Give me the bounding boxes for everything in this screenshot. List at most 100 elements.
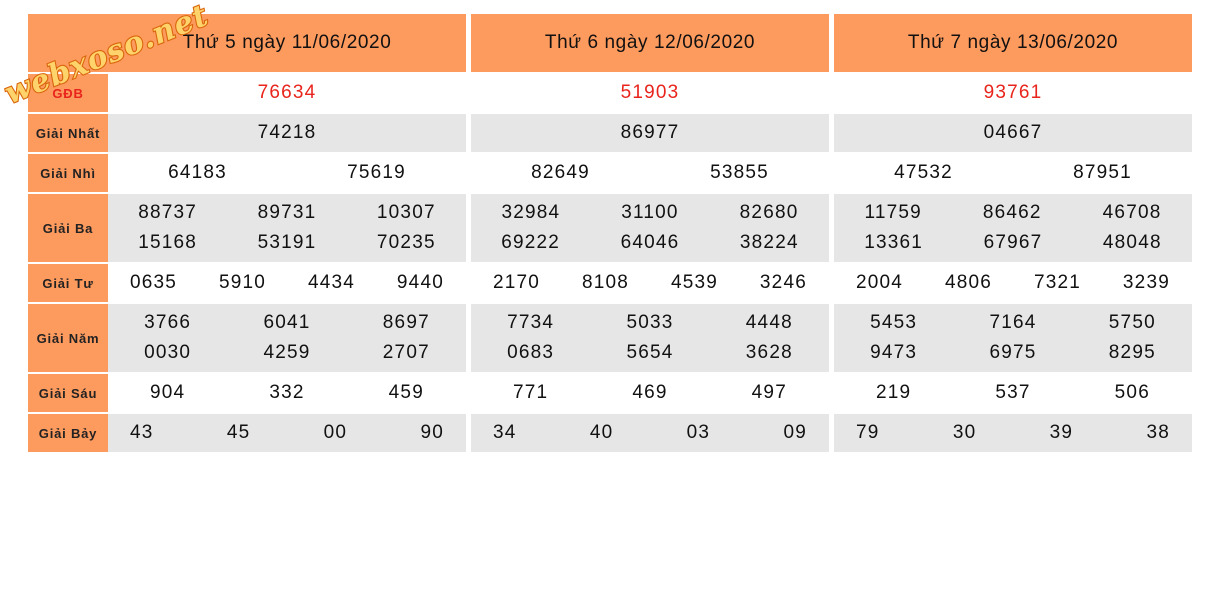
tu-number: 9440 xyxy=(396,272,444,293)
prize-tu-cell: 0635 5910 4434 9440 xyxy=(108,262,466,302)
ba-number: 86462 xyxy=(982,202,1042,223)
bay-number: 90 xyxy=(420,422,444,443)
sau-number: 219 xyxy=(876,382,912,403)
tu-number: 5910 xyxy=(218,272,267,293)
nam-number: 3628 xyxy=(745,342,793,363)
prize-tu-cell: 2170 8108 4539 3246 xyxy=(471,262,829,302)
bay-number: 09 xyxy=(783,422,807,443)
prize-nam-cell: 5453 7164 5750 9473 6975 8295 xyxy=(834,302,1192,372)
ba-number: 82680 xyxy=(739,202,799,223)
prize-nam-cell: 3766 6041 8697 0030 4259 2707 xyxy=(108,302,466,372)
prize-ba-cell: 32984 31100 82680 69222 64046 38224 xyxy=(471,192,829,262)
bay-number: 00 xyxy=(323,422,348,443)
bay-number: 38 xyxy=(1146,422,1170,443)
prize-bay-cell: 34 40 03 09 xyxy=(471,412,829,452)
day-title: Thứ 6 ngày 12/06/2020 xyxy=(471,14,829,72)
day-column-thu-7: Thứ 7 ngày 13/06/2020 93761 04667 47532 … xyxy=(834,14,1192,452)
nam-number: 5750 xyxy=(1108,312,1156,333)
label-gdb: GĐB xyxy=(28,72,108,112)
nhi-number: 53855 xyxy=(710,162,769,183)
ba-number: 53191 xyxy=(257,232,317,253)
bay-number: 79 xyxy=(856,422,880,443)
sau-number: 332 xyxy=(269,382,305,403)
nam-number: 2707 xyxy=(382,342,430,363)
ba-number: 11759 xyxy=(864,202,922,223)
ba-number: 69222 xyxy=(501,232,561,253)
prize-nhat-cell: 74218 xyxy=(108,112,466,152)
sau-number: 904 xyxy=(150,382,186,403)
nam-number: 4448 xyxy=(745,312,793,333)
prize-bay-cell: 79 30 39 38 xyxy=(834,412,1192,452)
ba-number: 10307 xyxy=(376,202,436,223)
prize-sau-cell: 904 332 459 xyxy=(108,372,466,412)
ba-number: 46708 xyxy=(1102,202,1162,223)
prize-gdb-cell: 93761 xyxy=(834,72,1192,112)
prize-ba-cell: 11759 86462 46708 13361 67967 48048 xyxy=(834,192,1192,262)
prize-tu-cell: 2004 4806 7321 3239 xyxy=(834,262,1192,302)
nam-number: 8697 xyxy=(382,312,430,333)
sau-number: 459 xyxy=(388,382,424,403)
nam-number: 7164 xyxy=(989,312,1037,333)
prize-gdb-cell: 51903 xyxy=(471,72,829,112)
label-giai-tu: Giải Tư xyxy=(28,262,108,302)
nhi-number: 82649 xyxy=(531,162,590,183)
nhi-number: 75619 xyxy=(347,162,406,183)
nam-number: 4259 xyxy=(263,342,311,363)
ba-number: 88737 xyxy=(138,202,198,223)
nam-number: 6975 xyxy=(989,342,1037,363)
bay-number: 45 xyxy=(226,422,251,443)
tu-number: 3239 xyxy=(1122,272,1170,293)
nam-number: 6041 xyxy=(263,312,311,333)
nam-number: 5654 xyxy=(626,342,674,363)
day-title: Thứ 7 ngày 13/06/2020 xyxy=(834,14,1192,72)
nhi-number: 47532 xyxy=(894,162,953,183)
nam-number: 5033 xyxy=(626,312,674,333)
tu-number: 4539 xyxy=(670,272,719,293)
prize-gdb-cell: 76634 xyxy=(108,72,466,112)
prize-nhat-cell: 86977 xyxy=(471,112,829,152)
tu-number: 2004 xyxy=(856,272,904,293)
ba-number: 67967 xyxy=(983,232,1043,253)
label-giai-sau: Giải Sáu xyxy=(28,372,108,412)
ba-number: 38224 xyxy=(739,232,799,253)
nam-number: 9473 xyxy=(870,342,918,363)
day-column-thu-5: Thứ 5 ngày 11/06/2020 76634 74218 64183 … xyxy=(108,14,466,452)
ba-number: 64046 xyxy=(620,232,680,253)
prize-ba-cell: 88737 89731 10307 15168 53191 70235 xyxy=(108,192,466,262)
gdb-number: 51903 xyxy=(620,82,680,103)
prize-nhi-cell: 64183 75619 xyxy=(108,152,466,192)
day-column-thu-6: Thứ 6 ngày 12/06/2020 51903 86977 82649 … xyxy=(471,14,829,452)
nam-number: 0030 xyxy=(144,342,192,363)
day-title: Thứ 5 ngày 11/06/2020 xyxy=(108,14,466,72)
tu-number: 3246 xyxy=(759,272,807,293)
nhat-number: 86977 xyxy=(620,122,680,143)
label-giai-nhat: Giải Nhất xyxy=(28,112,108,152)
bay-number: 30 xyxy=(952,422,977,443)
ba-number: 32984 xyxy=(501,202,561,223)
bay-number: 34 xyxy=(493,422,517,443)
label-header-blank xyxy=(28,14,108,72)
nam-number: 0683 xyxy=(507,342,555,363)
tu-number: 4806 xyxy=(944,272,993,293)
nam-number: 5453 xyxy=(870,312,918,333)
prize-nam-cell: 7734 5033 4448 0683 5654 3628 xyxy=(471,302,829,372)
ba-number: 13361 xyxy=(864,232,924,253)
sau-number: 771 xyxy=(513,382,549,403)
prize-nhi-cell: 82649 53855 xyxy=(471,152,829,192)
nam-number: 7734 xyxy=(507,312,555,333)
prize-nhi-cell: 47532 87951 xyxy=(834,152,1192,192)
gdb-number: 76634 xyxy=(257,82,317,103)
tu-number: 2170 xyxy=(493,272,541,293)
bay-number: 40 xyxy=(589,422,614,443)
nhi-number: 64183 xyxy=(168,162,227,183)
lottery-results-table: GĐB Giải Nhất Giải Nhì Giải Ba Giải Tư G… xyxy=(28,14,1192,452)
bay-number: 03 xyxy=(686,422,711,443)
ba-number: 48048 xyxy=(1102,232,1162,253)
ba-number: 89731 xyxy=(257,202,317,223)
prize-sau-cell: 219 537 506 xyxy=(834,372,1192,412)
nam-number: 8295 xyxy=(1108,342,1156,363)
prize-bay-cell: 43 45 00 90 xyxy=(108,412,466,452)
ba-number: 15168 xyxy=(138,232,198,253)
gdb-number: 93761 xyxy=(983,82,1043,103)
label-giai-nhi: Giải Nhì xyxy=(28,152,108,192)
